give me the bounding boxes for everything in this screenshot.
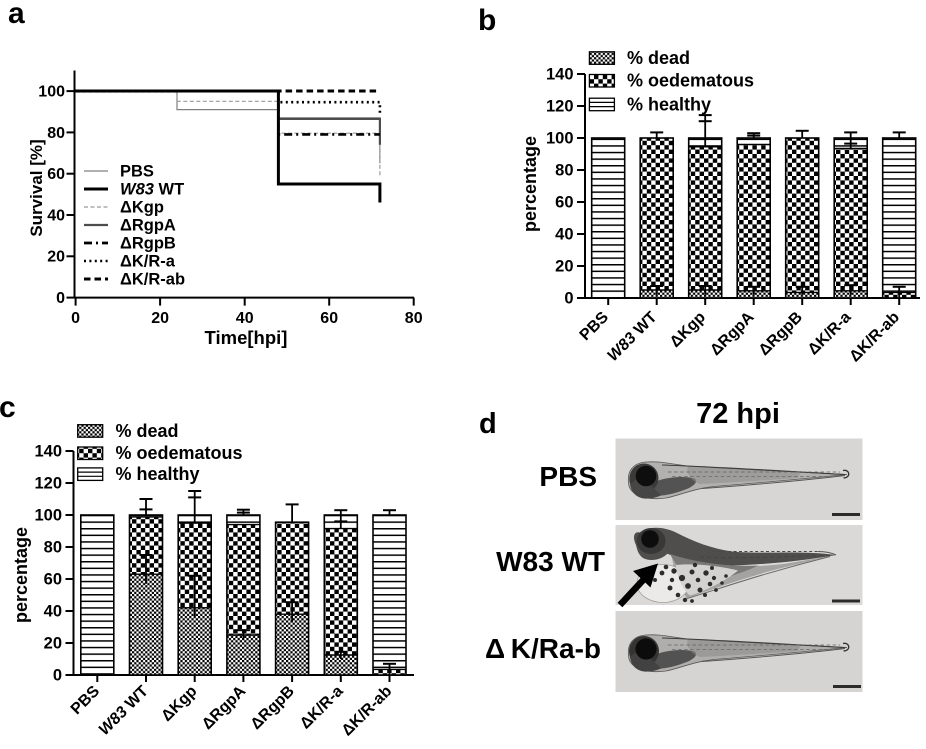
svg-text:80: 80 xyxy=(555,162,573,180)
svg-text:b: b xyxy=(478,4,496,37)
svg-text:W83 WT: W83 WT xyxy=(120,181,184,199)
svg-text:% healthy: % healthy xyxy=(116,464,200,484)
svg-text:20: 20 xyxy=(151,310,169,327)
svg-text:72 hpi: 72 hpi xyxy=(696,398,780,430)
svg-text:0: 0 xyxy=(71,310,80,327)
svg-text:ΔK/R-ab: ΔK/R-ab xyxy=(339,683,396,740)
svg-text:ΔRgpB: ΔRgpB xyxy=(120,235,176,253)
svg-text:ΔRgpA: ΔRgpA xyxy=(199,682,250,733)
svg-text:40: 40 xyxy=(44,603,62,621)
svg-text:ΔRgpB: ΔRgpB xyxy=(756,309,806,359)
svg-text:% healthy: % healthy xyxy=(627,94,711,114)
svg-text:ΔK/R-a: ΔK/R-a xyxy=(805,309,855,359)
svg-text:ΔRgpA: ΔRgpA xyxy=(120,217,176,235)
svg-text:ΔK/R-ab: ΔK/R-ab xyxy=(846,309,903,366)
svg-text:% dead: % dead xyxy=(627,48,690,68)
svg-text:60: 60 xyxy=(320,310,338,327)
svg-text:% oedematous: % oedematous xyxy=(116,443,243,463)
svg-text:ΔKgp: ΔKgp xyxy=(120,199,164,217)
svg-text:0: 0 xyxy=(53,667,62,685)
svg-text:ΔRgpB: ΔRgpB xyxy=(248,683,298,733)
svg-text:140: 140 xyxy=(546,66,574,84)
svg-text:Δ K/Ra-b: Δ K/Ra-b xyxy=(485,633,601,664)
svg-text:PBS: PBS xyxy=(539,461,597,492)
svg-text:W83 WT: W83 WT xyxy=(96,683,152,739)
svg-text:ΔK/R-a: ΔK/R-a xyxy=(297,683,347,733)
svg-text:80: 80 xyxy=(44,539,62,557)
svg-text:0: 0 xyxy=(564,290,573,308)
svg-text:a: a xyxy=(8,0,25,30)
svg-text:60: 60 xyxy=(47,166,65,183)
svg-text:Time[hpi]: Time[hpi] xyxy=(205,327,288,348)
svg-text:20: 20 xyxy=(47,249,65,266)
svg-text:PBS: PBS xyxy=(577,309,613,345)
svg-text:0: 0 xyxy=(56,290,65,307)
svg-text:d: d xyxy=(479,408,497,440)
svg-text:140: 140 xyxy=(34,443,62,461)
svg-text:40: 40 xyxy=(236,310,254,327)
svg-text:40: 40 xyxy=(555,226,573,244)
svg-text:W83 WT: W83 WT xyxy=(605,309,661,365)
svg-text:80: 80 xyxy=(405,310,423,327)
svg-text:120: 120 xyxy=(546,98,574,116)
svg-text:20: 20 xyxy=(44,635,62,653)
svg-text:PBS: PBS xyxy=(68,683,104,719)
svg-text:PBS: PBS xyxy=(120,163,154,181)
svg-text:80: 80 xyxy=(47,125,65,142)
svg-text:W83 WT: W83 WT xyxy=(496,546,605,577)
svg-text:ΔK/R-ab: ΔK/R-ab xyxy=(120,271,185,289)
svg-text:60: 60 xyxy=(44,571,62,589)
svg-text:% dead: % dead xyxy=(116,421,179,441)
svg-text:ΔRgpA: ΔRgpA xyxy=(707,308,758,359)
svg-text:120: 120 xyxy=(34,475,62,493)
svg-text:Survival [%]: Survival [%] xyxy=(27,139,46,236)
svg-text:% oedematous: % oedematous xyxy=(627,71,754,91)
svg-text:ΔKgp: ΔKgp xyxy=(667,309,709,351)
svg-text:100: 100 xyxy=(546,130,574,148)
svg-text:ΔKgp: ΔKgp xyxy=(158,683,200,725)
svg-text:percentage: percentage xyxy=(11,527,31,623)
svg-text:20: 20 xyxy=(555,258,573,276)
svg-text:60: 60 xyxy=(555,194,573,212)
svg-text:ΔK/R-a: ΔK/R-a xyxy=(120,253,176,271)
svg-text:100: 100 xyxy=(38,84,65,101)
svg-text:percentage: percentage xyxy=(520,136,540,232)
svg-text:40: 40 xyxy=(47,207,65,224)
svg-text:100: 100 xyxy=(34,507,62,525)
svg-text:c: c xyxy=(0,391,16,424)
